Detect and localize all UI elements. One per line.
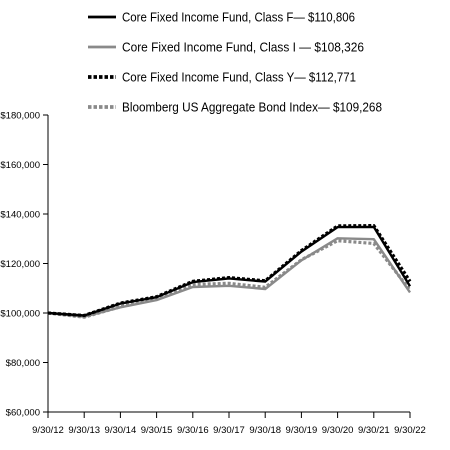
y-axis-ticks: $60,000 $80,000 $100,000 $120,000 $140,000 $1…	[0, 111, 48, 419]
x-tick-label: 9/30/16	[177, 425, 209, 436]
x-axis-ticks: 9/30/12 9/30/13 9/30/14 9/30/15 9/30/16 9/30/…	[32, 412, 426, 436]
legend-label-3: Core Fixed Income Fund, Class Y— $112,77…	[122, 70, 356, 85]
y-tick-label: $160,000	[0, 160, 40, 171]
x-tick-label: 9/30/12	[32, 425, 64, 436]
y-tick-label: $140,000	[0, 210, 40, 221]
x-tick-label: 9/30/15	[141, 425, 173, 436]
y-tick-label: $80,000	[6, 358, 40, 369]
x-tick-label: 9/30/22	[394, 425, 426, 436]
x-tick-label: 9/30/19	[286, 425, 318, 436]
y-tick-label: $60,000	[6, 408, 40, 419]
series-line-3	[47, 224, 412, 318]
x-tick-label: 9/30/17	[213, 425, 245, 436]
chart-legend: Core Fixed Income Fund, Class F— $110,80…	[88, 10, 382, 115]
series-line-1	[47, 225, 412, 317]
y-tick-label: $120,000	[0, 259, 40, 270]
x-tick-label: 9/30/13	[68, 425, 100, 436]
y-tick-label: $180,000	[0, 111, 40, 122]
legend-label-4: Bloomberg US Aggregate Bond Index— $109,…	[122, 100, 382, 115]
legend-label-1: Core Fixed Income Fund, Class F— $110,80…	[122, 10, 355, 25]
legend-label-2: Core Fixed Income Fund, Class I — $108,3…	[122, 40, 364, 55]
x-tick-label: 9/30/21	[358, 425, 390, 436]
series-line-2	[47, 237, 411, 318]
y-tick-label: $100,000	[0, 309, 40, 320]
x-tick-label: 9/30/14	[105, 425, 137, 436]
chart-series	[47, 224, 412, 319]
x-tick-label: 9/30/20	[322, 425, 354, 436]
x-tick-label: 9/30/18	[249, 425, 281, 436]
chart-axes	[47, 115, 410, 413]
